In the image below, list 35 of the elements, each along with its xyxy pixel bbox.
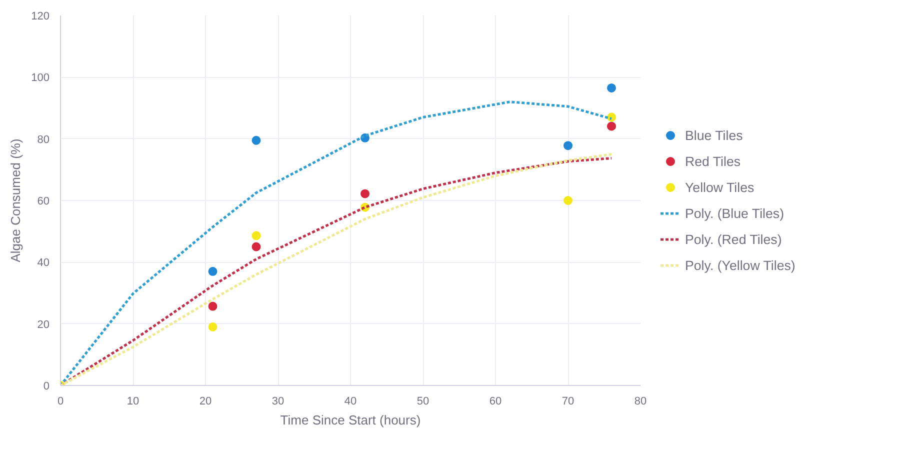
x-tick-label: 60 [489, 396, 502, 408]
point [564, 141, 572, 150]
point [607, 83, 616, 92]
point [252, 231, 261, 240]
point [252, 136, 261, 145]
x-axis-title: Time Since Start (hours) [280, 412, 421, 428]
point [564, 196, 572, 205]
point [208, 322, 218, 332]
x-tick-label: 80 [634, 396, 647, 408]
x-tick-label: 70 [562, 396, 574, 408]
x-tick-label: 0 [57, 396, 64, 408]
point [208, 266, 218, 276]
x-tick-label: 50 [416, 396, 430, 408]
x-tick-label: 40 [344, 396, 357, 408]
y-tick-label: 0 [43, 380, 50, 392]
legend-label: Poly. (Yellow Tiles) [685, 258, 796, 272]
point [607, 122, 616, 131]
x-tick-label: 10 [126, 396, 140, 408]
y-axis-title: Algae Consumed (%) [8, 138, 24, 262]
legend-label: Yellow Tiles [685, 180, 754, 194]
y-tick-label: 40 [37, 257, 50, 270]
legend-label: Poly. (Red Tiles) [685, 232, 782, 246]
y-tick-label: 80 [37, 134, 50, 146]
y-tick-label: 100 [31, 72, 50, 84]
y-tick-label: 20 [37, 318, 50, 331]
y-tick-label: 120 [31, 10, 50, 22]
x-tick-label: 30 [272, 396, 284, 408]
point [360, 189, 370, 198]
x-tick-label: 20 [199, 396, 212, 408]
legend-label: Blue Tiles [685, 128, 743, 142]
point [252, 242, 261, 252]
legend-label: Poly. (Blue Tiles) [685, 206, 784, 220]
point [208, 302, 218, 311]
y-tick-label: 60 [37, 196, 50, 208]
legend-label: Red Tiles [685, 154, 741, 168]
